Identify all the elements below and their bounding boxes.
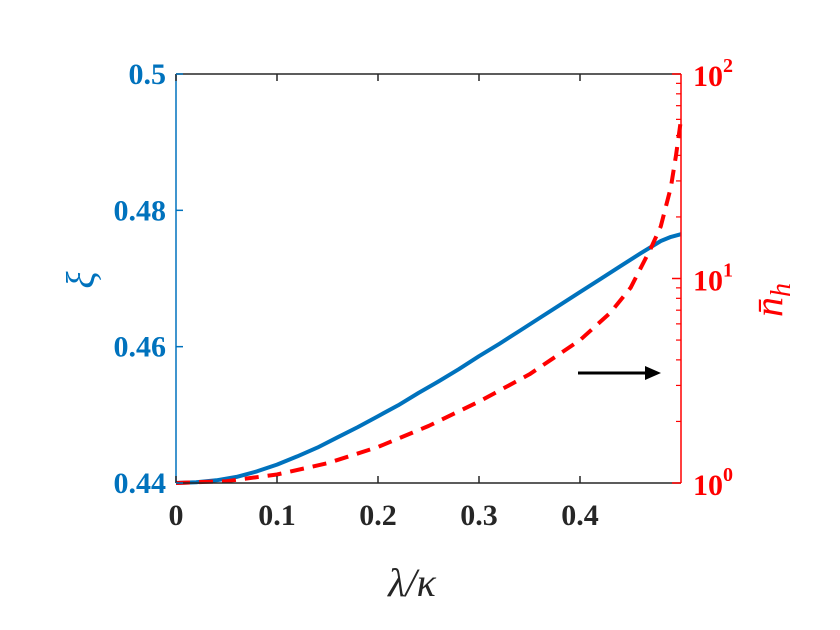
y-right-tick-base: 10 — [693, 265, 723, 298]
y-right-tick-label: 101 — [693, 260, 733, 298]
plot-area — [176, 74, 681, 483]
y-right-axis-label: n̄h — [746, 283, 797, 317]
y-right-tick-base: 10 — [693, 469, 723, 502]
x-tick-label: 0.3 — [460, 499, 498, 532]
y-left-tick-label: 0.5 — [129, 58, 167, 91]
y-right-tick-exponent: 2 — [723, 55, 733, 77]
plot-background — [176, 74, 681, 483]
xi-series-line — [175, 232, 682, 485]
y-left-tick-label: 0.46 — [114, 331, 167, 364]
arrow-head — [645, 366, 661, 380]
x-tick-label: 0 — [169, 499, 184, 532]
series-layer — [175, 119, 683, 485]
y-right-tick-label: 102 — [693, 55, 733, 93]
x-tick-label: 0.1 — [258, 499, 296, 532]
y-right-axis-label-sub: h — [766, 283, 797, 297]
y-right-tick-exponent: 0 — [723, 464, 733, 486]
y-right-axis-label-base: n̄ — [746, 297, 791, 317]
nh-series-line — [175, 119, 683, 485]
x-tick-label: 0.4 — [561, 499, 599, 532]
y-right-tick-base: 10 — [693, 60, 723, 93]
y-left-axis-label: ξ — [58, 271, 103, 289]
y-left-tick-label: 0.48 — [114, 194, 167, 227]
y-right-tick-label: 100 — [693, 464, 733, 502]
x-axis-label: λ/κ — [387, 560, 436, 605]
x-tick-label: 0.2 — [359, 499, 397, 532]
y-right-tick-exponent: 1 — [723, 260, 733, 282]
y-left-tick-label: 0.44 — [114, 467, 167, 500]
